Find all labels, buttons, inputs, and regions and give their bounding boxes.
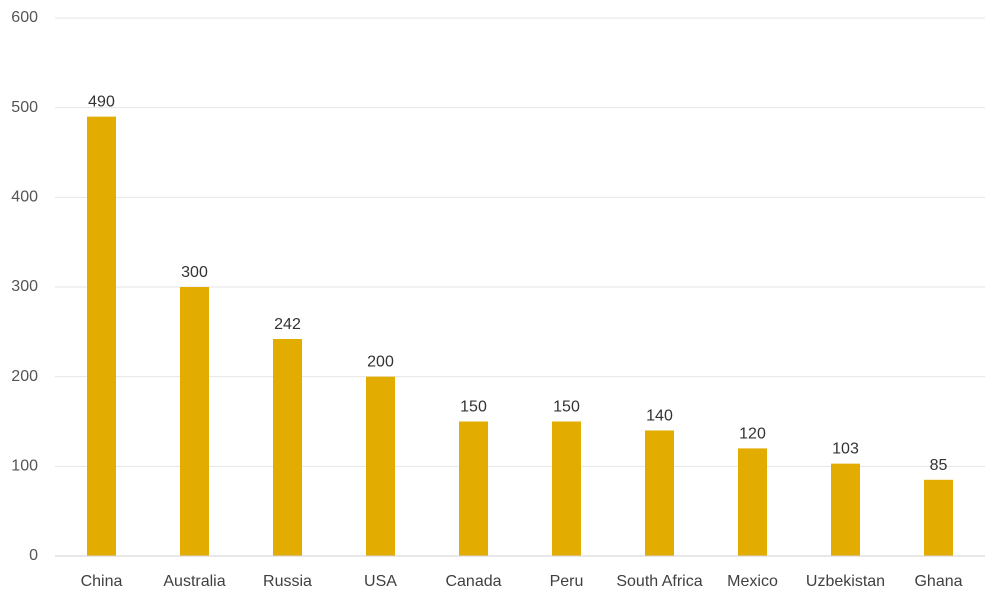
y-tick-label: 200 xyxy=(11,368,38,385)
data-label: 85 xyxy=(930,457,948,474)
y-tick-label: 500 xyxy=(11,99,38,116)
bar-peru xyxy=(552,421,581,556)
x-tick-label: Australia xyxy=(163,573,225,590)
bar-mexico xyxy=(738,448,767,556)
x-tick-label: China xyxy=(81,573,123,590)
bar-south-africa xyxy=(645,430,674,556)
bar-usa xyxy=(366,376,395,556)
data-label: 150 xyxy=(553,399,580,416)
data-label: 103 xyxy=(832,441,859,458)
bars xyxy=(87,116,953,556)
bar-uzbekistan xyxy=(831,463,860,556)
y-tick-label: 300 xyxy=(11,278,38,295)
x-tick-label: Mexico xyxy=(727,573,778,590)
data-label: 150 xyxy=(460,399,487,416)
bar-ghana xyxy=(924,479,953,556)
y-tick-label: 100 xyxy=(11,458,38,475)
data-label: 120 xyxy=(739,425,766,442)
bar-china xyxy=(87,116,116,556)
y-tick-label: 0 xyxy=(29,547,38,564)
x-tick-label: South Africa xyxy=(616,573,702,590)
y-tick-label: 400 xyxy=(11,189,38,206)
x-tick-label: USA xyxy=(364,573,397,590)
data-label: 242 xyxy=(274,316,301,333)
x-axis-ticks: China Australia Russia USA Canada Peru South A… xyxy=(81,573,963,590)
x-tick-label: Uzbekistan xyxy=(806,573,885,590)
data-label: 200 xyxy=(367,354,394,371)
x-tick-label: Canada xyxy=(445,573,501,590)
bar-russia xyxy=(273,339,302,556)
x-tick-label: Ghana xyxy=(914,573,962,590)
data-label: 300 xyxy=(181,264,208,281)
bar-australia xyxy=(180,287,209,556)
x-tick-label: Peru xyxy=(550,573,584,590)
data-label: 490 xyxy=(88,94,115,111)
y-axis-ticks: 0 100 200 300 400 500 600 xyxy=(11,9,38,564)
bar-canada xyxy=(459,421,488,556)
data-labels: 490 300 242 200 150 150 140 120 103 85 xyxy=(88,94,947,474)
data-label: 140 xyxy=(646,407,673,424)
y-tick-label: 600 xyxy=(11,9,38,26)
gridlines xyxy=(55,17,985,467)
x-tick-label: Russia xyxy=(263,573,312,590)
